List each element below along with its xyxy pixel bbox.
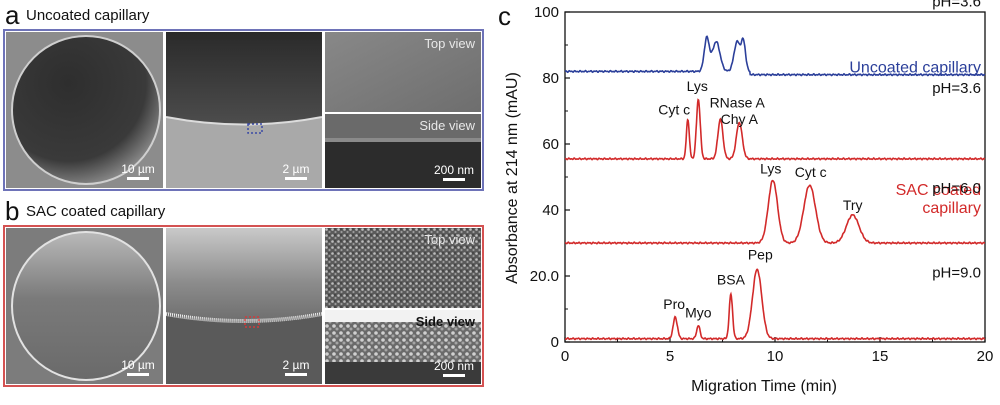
y-tick-label: 80 <box>542 70 559 87</box>
panel-a-cross-section-image: 10 µm <box>6 32 163 188</box>
plot-area: 0 5 10 15 20 0 20.0 40 60 80 100 pH=3.6 Uncoated cap… <box>530 0 994 365</box>
panel-a-cross-scale-label: 10 µm <box>121 162 155 176</box>
series-line-3 <box>564 179 985 245</box>
peak-label: Cyt c <box>795 164 827 180</box>
series-line-4 <box>564 268 986 341</box>
x-tick-label: 20 <box>977 348 994 365</box>
panel-b-top-view-label: Top view <box>424 232 475 247</box>
peak-label: BSA <box>717 271 746 287</box>
series-line-1 <box>564 35 986 77</box>
panel-a-detail-scalebar: 200 nm <box>431 164 477 181</box>
panel-a-title: Uncoated capillary <box>26 7 150 24</box>
panel-b-zoom-scalebar: 2 µm <box>276 359 316 376</box>
panel-b-detail-scale-label: 200 nm <box>433 359 475 373</box>
y-tick-label: 0 <box>551 334 559 351</box>
panel-c-label: c <box>498 1 511 31</box>
panel-c-chart: c Absorbance at 214 nm (mAU) Migration T… <box>498 0 994 395</box>
peak-label: Try <box>843 197 863 213</box>
y-axis-title: Absorbance at 214 nm (mAU) <box>504 72 521 284</box>
panel-a-top-view-label: Top view <box>424 36 475 51</box>
panel-b-top-view-image: Top view <box>325 228 481 308</box>
panel-a-zoom-scalebar: 2 µm <box>276 163 316 180</box>
peak-label: Myo <box>685 304 712 320</box>
panel-a-frame <box>3 29 484 191</box>
panel-b-side-view-image: Side view 200 nm <box>325 310 481 384</box>
x-tick-label: 10 <box>767 348 784 365</box>
peak-label: Pro <box>663 296 685 312</box>
y-tick-label: 40 <box>542 202 559 219</box>
y-tick-label: 60 <box>542 136 559 153</box>
panel-a-label: a <box>5 0 20 30</box>
panel-b-label: b <box>5 196 20 226</box>
x-tick-label: 5 <box>666 348 674 365</box>
panel-a-zoom-image: 2 µm <box>166 32 322 188</box>
peak-label: Lys <box>687 78 708 94</box>
series-legend-text: capillary <box>922 200 981 217</box>
panel-b-cross-section-image: 10 µm <box>6 228 163 384</box>
panel-a-cross-scalebar: 10 µm <box>118 163 158 180</box>
panel-b-zoom-image: 2 µm <box>166 228 322 384</box>
series-line-2 <box>564 98 986 161</box>
ph-label: pH=3.6 <box>932 80 981 97</box>
panel-b-cross-scale-label: 10 µm <box>121 358 155 372</box>
panel-a-zoom-scale-label: 2 µm <box>282 162 310 176</box>
x-tick-label: 15 <box>872 348 889 365</box>
panel-b-side-view-label: Side view <box>415 314 475 329</box>
panel-b-detail-scalebar: 200 nm <box>431 360 477 377</box>
ph-label: pH=6.0 <box>932 180 981 197</box>
peak-label: Pep <box>748 247 773 263</box>
panel-b-title: SAC coated capillary <box>26 203 166 220</box>
y-tick-label: 100 <box>534 4 559 21</box>
ph-label: pH=9.0 <box>932 265 981 282</box>
peak-label: Chy A <box>721 111 759 127</box>
panel-a-zoom-region-box <box>247 123 263 134</box>
x-axis-title: Migration Time (min) <box>691 378 837 395</box>
panel-a-side-view-label: Side view <box>419 118 475 133</box>
series-legend-text: Uncoated capillary <box>849 59 981 76</box>
panel-b-frame <box>3 225 484 387</box>
panel-a-top-view-image: Top view <box>325 32 481 112</box>
series-legend-text: SAC coated <box>896 182 981 199</box>
panel-b-zoom-scale-label: 2 µm <box>282 358 310 372</box>
y-tick-label: 20.0 <box>530 268 559 285</box>
ph-label: pH=3.6 <box>932 0 981 10</box>
panel-b-cross-scalebar: 10 µm <box>118 359 158 376</box>
peak-label: RNase A <box>710 95 766 111</box>
panel-a-side-view-image: Side view 200 nm <box>325 114 481 188</box>
peak-label: Lys <box>760 161 781 177</box>
peak-label: Cyt c <box>658 101 690 117</box>
x-tick-label: 0 <box>561 348 569 365</box>
panel-a-detail-scale-label: 200 nm <box>433 163 475 177</box>
